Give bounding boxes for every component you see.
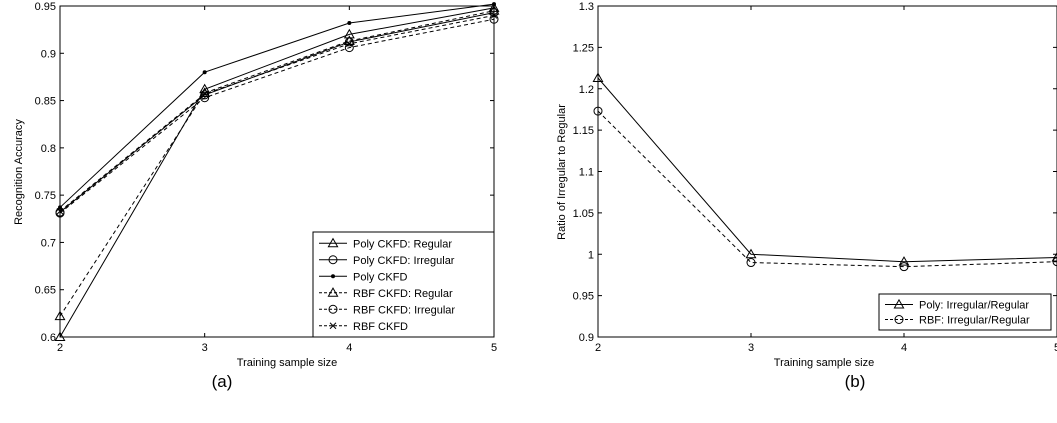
series-6	[56, 12, 498, 215]
series-line	[59, 18, 495, 214]
y-tick-label: 0.85	[35, 96, 56, 108]
y-tick-label: 1.1	[579, 167, 594, 179]
x-tick-label: 4	[901, 342, 907, 354]
data-point	[347, 21, 352, 26]
data-point	[202, 70, 207, 75]
x-tick-label: 3	[748, 342, 754, 354]
legend-box	[878, 293, 1052, 331]
chart-a: 2 3 4 5 0.6 0.65 0.7 0.75 0.8 0.85 0.9 0.95 Training…	[13, 1, 500, 391]
data-point	[490, 12, 498, 19]
data-point	[488, 2, 500, 12]
legend-swatch-marker	[328, 255, 338, 265]
data-point	[56, 207, 64, 215]
y-tick-label: 0.9	[41, 48, 56, 60]
data-point	[1052, 257, 1057, 267]
chart-b: 2 3 4 5 0.9 0.95 1 1.05 1.1 1.15 1.2 1.25 1.3 Trainin…	[556, 1, 1057, 391]
data-point	[58, 205, 62, 210]
x-tick-label: 5	[1054, 342, 1057, 354]
legend-entry: Poly: Irregular/Regular	[919, 300, 1029, 312]
x-axis-label: Training sample size	[774, 357, 874, 369]
legend-swatch-marker	[894, 315, 904, 324]
y-tick-label: 1.15	[573, 125, 594, 137]
series-1	[592, 72, 1057, 266]
legend-swatch-marker	[329, 322, 337, 330]
data-point	[745, 248, 757, 259]
series-line	[59, 14, 495, 212]
x-tick-label: 4	[346, 342, 352, 354]
data-point	[746, 258, 756, 268]
y-tick-label: 0.95	[35, 1, 56, 13]
data-point	[199, 87, 211, 97]
legend: Poly: Irregular/Regular RBF: Irregular/Re…	[878, 293, 1052, 331]
y-axis-label: Recognition Accuracy	[13, 119, 25, 225]
series-line	[597, 110, 1057, 268]
data-point	[55, 208, 65, 218]
legend-entry: RBF CKFD: Regular	[353, 288, 453, 300]
data-point	[593, 106, 603, 116]
panel-caption: (b)	[845, 372, 866, 391]
legend: Poly CKFD: Regular Poly CKFD: Irregular Po…	[312, 231, 495, 338]
data-point	[592, 72, 604, 82]
y-tick-label: 1.25	[573, 42, 594, 54]
series-2	[593, 106, 1057, 272]
data-point	[899, 262, 909, 272]
legend-swatch-marker	[331, 274, 335, 279]
data-point	[201, 90, 209, 98]
y-tick-label: 0.95	[573, 291, 594, 303]
data-point	[492, 2, 496, 7]
series-4	[54, 5, 500, 321]
series-5	[55, 14, 499, 218]
data-point	[488, 5, 500, 15]
plot-frame	[59, 5, 495, 338]
x-tick-label: 2	[595, 342, 601, 354]
series-3	[58, 2, 496, 210]
y-tick-label: 0.8	[41, 143, 56, 155]
legend-entry: Poly CKFD: Irregular	[353, 255, 455, 267]
legend-entry: RBF CKFD	[353, 321, 408, 333]
y-tick-label: 0.7	[41, 237, 56, 249]
x-tick-label: 5	[491, 342, 497, 354]
series-line	[59, 7, 495, 338]
legend-swatch-marker	[893, 298, 905, 309]
series-line	[59, 3, 495, 208]
y-tick-label: 1.2	[579, 84, 594, 96]
legend-box	[312, 231, 495, 338]
legend-entry: Poly CKFD: Regular	[353, 238, 452, 250]
legend-swatch-marker	[328, 304, 338, 314]
legend-swatch-marker	[327, 237, 339, 248]
data-point	[898, 256, 910, 266]
legend-entry: RBF: Irregular/Regular	[919, 315, 1030, 327]
series-line	[59, 10, 495, 317]
x-tick-label: 3	[202, 342, 208, 354]
data-point	[1051, 251, 1057, 262]
y-tick-label: 1	[588, 249, 594, 261]
y-tick-label: 1.3	[579, 1, 594, 13]
y-tick-label: 0.6	[41, 332, 56, 344]
legend-entry: Poly CKFD	[353, 271, 407, 283]
plot-frame	[597, 5, 1057, 338]
x-tick-label: 2	[57, 342, 63, 354]
x-axis-label: Training sample size	[237, 357, 337, 369]
panel-caption: (a)	[212, 372, 233, 391]
y-tick-label: 1.05	[573, 208, 594, 220]
series-line	[59, 12, 495, 213]
data-point	[345, 40, 353, 48]
legend-swatch-marker	[327, 287, 339, 297]
data-point	[54, 310, 66, 321]
series-2	[55, 8, 499, 217]
series-line	[597, 77, 1057, 263]
y-tick-label: 0.65	[35, 285, 56, 297]
y-axis-label: Ratio of Irregular to Regular	[556, 104, 568, 240]
y-tick-label: 0.75	[35, 190, 56, 202]
y-tick-label: 0.9	[579, 332, 594, 344]
data-point	[54, 331, 66, 341]
legend-entry: RBF CKFD: Irregular	[353, 304, 455, 316]
